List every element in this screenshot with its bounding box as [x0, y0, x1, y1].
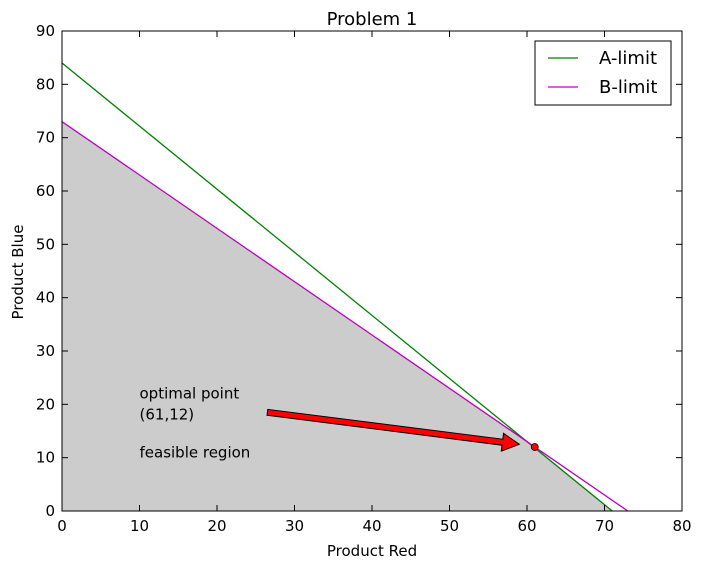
- legend: A-limit B-limit: [534, 40, 672, 106]
- chart-title: Problem 1: [327, 9, 418, 30]
- annotation-optimal-line-2: (61,12): [140, 406, 195, 424]
- annotation-optimal-line-1: optimal point: [140, 385, 240, 403]
- series-line-a-limit: [61, 62, 613, 512]
- feasible-region: [62, 121, 613, 512]
- optimal-point-marker: [530, 443, 539, 451]
- plot-area: 0 10 20 30 40 50 60 70 80 0 10 20 30 40 50 60 70 80 90: [36, 22, 692, 535]
- y-tick-label: 80: [36, 75, 55, 93]
- y-tick-label: 0: [45, 502, 55, 520]
- legend-frame: [534, 40, 672, 106]
- legend-label-a-limit: A-limit: [599, 48, 657, 69]
- x-tick-label: 50: [440, 517, 459, 535]
- legend-label-b-limit: B-limit: [599, 77, 657, 98]
- y-tick-label: 40: [36, 289, 55, 307]
- y-tick-label: 10: [36, 449, 55, 467]
- x-tick-label: 80: [672, 517, 691, 535]
- x-tick-label: 10: [130, 517, 149, 535]
- x-tick-label: 70: [595, 517, 614, 535]
- x-axis-label: Product Red: [327, 542, 417, 560]
- x-tick-label: 30: [285, 517, 304, 535]
- y-tick-label: 70: [36, 129, 55, 147]
- x-tick-label: 40: [362, 517, 381, 535]
- y-tick-label: 30: [36, 342, 55, 360]
- annotation-feasible-region: feasible region: [140, 444, 251, 462]
- y-tick-label: 20: [36, 395, 55, 413]
- annotation-arrow: [266, 408, 521, 452]
- y-tick-label: 60: [36, 182, 55, 200]
- x-tick-label: 0: [57, 517, 67, 535]
- x-tick-label: 60: [517, 517, 536, 535]
- y-axis-label: Product Blue: [9, 225, 27, 320]
- x-tick-label: 20: [207, 517, 226, 535]
- y-tick-label: 90: [36, 22, 55, 40]
- y-tick-label: 50: [36, 235, 55, 253]
